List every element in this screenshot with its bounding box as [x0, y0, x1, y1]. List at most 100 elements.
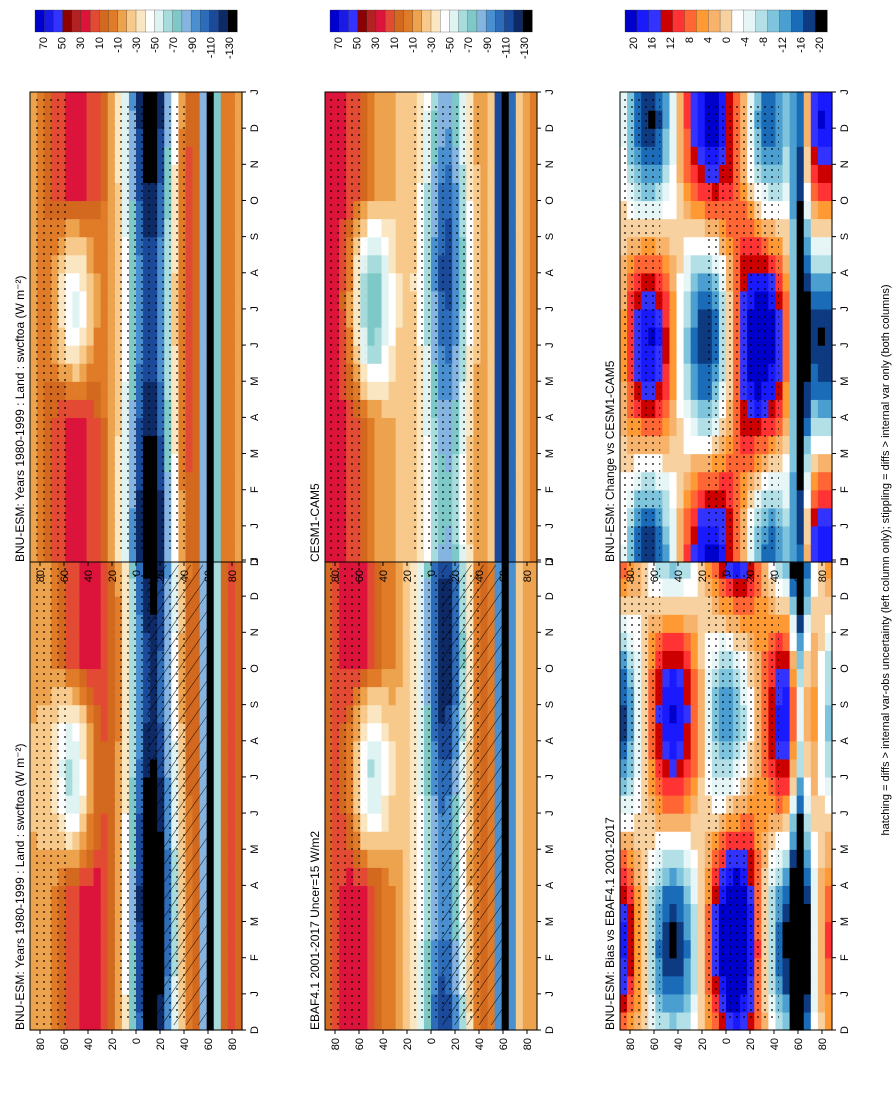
heatmap-cell	[824, 453, 833, 473]
heatmap-cell	[79, 740, 88, 760]
lat-tick-label: 60	[793, 1038, 805, 1050]
heatmap-cell	[388, 453, 397, 473]
heatmap-cell	[789, 867, 798, 886]
heatmap-cell	[234, 650, 243, 670]
heatmap-cell	[697, 939, 706, 959]
heatmap-cell	[676, 471, 685, 491]
heatmap-cell	[669, 345, 678, 364]
heatmap-cell	[100, 1011, 109, 1031]
heatmap-cell	[367, 182, 376, 202]
heatmap-cell	[662, 885, 671, 905]
heatmap-cell	[107, 363, 116, 382]
heatmap-cell	[395, 957, 404, 977]
heatmap-cell	[227, 795, 236, 814]
heatmap-cell	[367, 758, 376, 778]
heatmap-cell	[508, 200, 517, 220]
heatmap-cell	[669, 957, 678, 977]
heatmap-cell	[220, 345, 229, 364]
heatmap-cell	[662, 218, 671, 238]
heatmap-cell	[423, 543, 432, 563]
heatmap-cell	[192, 543, 201, 563]
heatmap-cell	[676, 507, 685, 527]
heatmap-cell	[683, 381, 692, 400]
heatmap-cell	[824, 740, 833, 760]
heatmap-cell	[107, 813, 116, 832]
heatmap-cell	[107, 795, 116, 814]
heatmap-cell	[676, 578, 685, 597]
heatmap-cell	[796, 164, 805, 183]
heatmap-cell	[234, 327, 243, 346]
heatmap-cell	[213, 489, 222, 509]
heatmap-cell	[121, 543, 130, 563]
heatmap-cell	[374, 182, 383, 202]
heatmap-cell	[388, 867, 397, 886]
heatmap-cell	[487, 128, 496, 147]
heatmap-cell	[796, 722, 805, 742]
heatmap-cell	[234, 849, 243, 868]
heatmap-cell	[522, 236, 531, 256]
heatmap-cell	[367, 128, 376, 147]
month-tick-label: F	[839, 954, 851, 961]
heatmap-cell	[803, 290, 812, 310]
heatmap-cell	[86, 993, 95, 1013]
heatmap-cell	[395, 776, 404, 796]
heatmap-cell	[803, 957, 812, 977]
heatmap-cell	[234, 668, 243, 688]
heatmap-cell	[213, 596, 222, 615]
heatmap-cell	[669, 146, 678, 165]
heatmap-cell	[508, 507, 517, 527]
month-tick-label: N	[839, 628, 851, 636]
heatmap-cell	[501, 236, 510, 256]
heatmap-cell	[669, 596, 678, 615]
heatmap-cell	[199, 525, 208, 545]
month-tick-label: S	[544, 701, 556, 708]
heatmap-cell	[775, 182, 784, 202]
heatmap-cell	[501, 290, 510, 310]
heatmap-cell	[107, 993, 116, 1013]
heatmap-cell	[782, 182, 791, 202]
heatmap-cell	[796, 218, 805, 238]
heatmap-cell	[93, 399, 102, 418]
heatmap-cell	[683, 182, 692, 202]
heatmap-cell	[199, 381, 208, 400]
month-tick-label: J	[839, 774, 851, 780]
heatmap-cell	[697, 345, 706, 364]
heatmap-cell	[72, 813, 81, 832]
heatmap-cell	[824, 471, 833, 491]
heatmap-cell	[782, 813, 791, 832]
heatmap-cell	[381, 182, 390, 202]
heatmap-cell	[669, 471, 678, 491]
heatmap-cell	[676, 164, 685, 183]
heatmap-cell	[107, 525, 116, 545]
heatmap-cell	[402, 435, 411, 455]
heatmap-cell	[395, 110, 404, 129]
heatmap-cell	[494, 471, 503, 491]
heatmap-cell	[683, 417, 692, 437]
heatmap-cell	[178, 92, 187, 111]
heatmap-cell	[374, 1011, 383, 1031]
heatmap-cell	[213, 650, 222, 670]
heatmap-cell	[810, 453, 819, 473]
heatmap-cell	[824, 722, 833, 742]
heatmap-cell	[817, 200, 826, 220]
heatmap-cell	[676, 236, 685, 256]
heatmap-cell	[72, 903, 81, 923]
heatmap-cell	[227, 218, 236, 238]
heatmap-cell	[100, 885, 109, 905]
heatmap-cell	[107, 831, 116, 850]
heatmap-cell	[381, 885, 390, 905]
heatmap-cell	[93, 578, 102, 597]
heatmap-cell	[381, 795, 390, 814]
heatmap-cell	[79, 507, 88, 527]
heatmap-cell	[438, 543, 446, 563]
heatmap-cell	[367, 921, 376, 941]
heatmap-cell	[515, 795, 524, 814]
heatmap-cell	[381, 92, 390, 111]
heatmap-cell	[213, 110, 222, 129]
heatmap-cell	[803, 668, 812, 688]
heatmap-cell	[72, 957, 81, 977]
heatmap-cell	[683, 596, 692, 615]
heatmap-cell	[718, 560, 727, 579]
heatmap-cell	[501, 831, 510, 850]
heatmap-cell	[522, 507, 531, 527]
